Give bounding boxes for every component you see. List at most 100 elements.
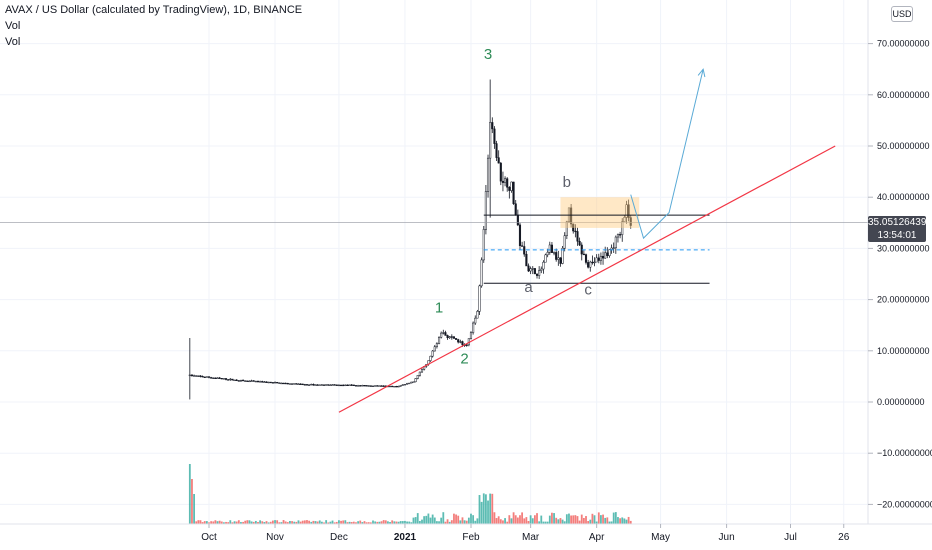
price-axis[interactable]: 70.00000000 60.00000000 50.00000000 40.0000… [868,39,932,510]
volume-bar [208,522,210,524]
volume-bar [325,520,328,524]
candle-body [416,375,419,379]
volume-bar [563,521,566,524]
volume-bar [387,521,389,524]
candle-body [340,384,343,387]
volume-bar [597,512,600,524]
candle-body [544,254,547,263]
volume-bar [602,514,604,524]
candle-body [420,369,424,373]
volume-bar [508,515,511,524]
candle-body [312,383,315,386]
volume-bar [425,515,428,524]
candle-body [216,377,219,379]
candle-body [284,382,287,385]
candle-body [553,252,556,254]
candle-body [327,384,330,386]
candle-body [382,385,385,387]
x-tick-label-10: 26 [838,532,850,543]
volume-bar [450,520,453,524]
volume-bar [395,521,398,524]
candle-body [224,378,228,380]
volume-bar [350,522,353,524]
candle-body [188,374,191,377]
volume-bar [286,522,289,524]
volume-bar [593,515,596,524]
candle-body [374,385,377,387]
candle-body [401,384,404,386]
wave-label-1: 1 [435,299,443,316]
candle-body [244,380,247,382]
candle-body [291,383,294,385]
volume-bar [318,520,321,524]
candle-body [450,336,453,338]
bar-countdown: 13:54:01 [877,230,917,241]
volume-bar [576,516,579,524]
volume-bar [246,520,249,524]
candle-body [269,381,272,384]
candle-body [263,381,266,383]
candle-body [210,377,213,379]
volume-bar [585,516,587,524]
y-tick-label-3: 40.00000000 [877,192,930,202]
indicator-vol-2[interactable]: Vol [5,36,21,48]
volume-bar [376,521,379,524]
volume-bar [248,520,251,524]
volume-bar [310,521,313,524]
volume-bar [293,521,296,524]
volume-bar [346,522,349,524]
volume-bar [214,520,217,524]
candle-body [595,257,598,263]
volume-bar [476,518,479,524]
volume-bar [284,521,287,524]
candle-body [572,223,575,232]
candle-body [459,341,462,343]
candle-body [350,384,353,386]
candle-body [252,380,255,382]
candle-body [444,332,447,336]
candle-body [491,122,494,130]
volume-bar [306,520,308,524]
last-price-label: 35.05126439 13:54:01 [868,216,926,242]
candle-body [220,378,223,380]
candle-body [591,261,594,264]
volume-bar [333,522,336,524]
candle-body [297,383,300,385]
candle-body [542,261,545,270]
volume-bar [595,521,598,524]
volume-bar [237,520,240,524]
volume-bar [323,522,325,524]
volume-bar [497,516,500,524]
volume-bar [314,521,317,524]
candle-body [273,382,277,384]
volume-bar [267,522,270,524]
volume-bar [521,512,524,524]
volume-bar [369,522,372,524]
candle-body [316,384,319,386]
volume-bar [472,515,475,524]
volume-bar [291,521,293,524]
volume-bar [568,513,570,524]
volume-bar [617,517,619,524]
indicator-vol-1[interactable]: Vol [5,20,21,32]
support-trendline [338,145,836,413]
volume-bar [600,515,602,524]
currency-badge[interactable]: USD [891,6,913,22]
candle-body [354,385,358,387]
x-tick-label-5: Mar [522,532,540,543]
candle-body [484,191,487,230]
volume-bar [414,517,417,524]
volume-bar [555,517,558,524]
wave-label-3: 3 [484,46,492,63]
time-axis[interactable]: Oct Nov Dec 2021 Feb Mar Apr May Jun Jul 26 [201,524,850,543]
candle-body [318,384,321,386]
volume-bar [297,520,300,524]
candle-body [465,344,468,346]
volume-bar [331,520,334,524]
candle-body [363,385,366,387]
x-tick-label-9: Jul [784,532,797,543]
candle-body [446,335,449,338]
volume-bar [606,517,609,524]
volume-bar [289,520,291,524]
